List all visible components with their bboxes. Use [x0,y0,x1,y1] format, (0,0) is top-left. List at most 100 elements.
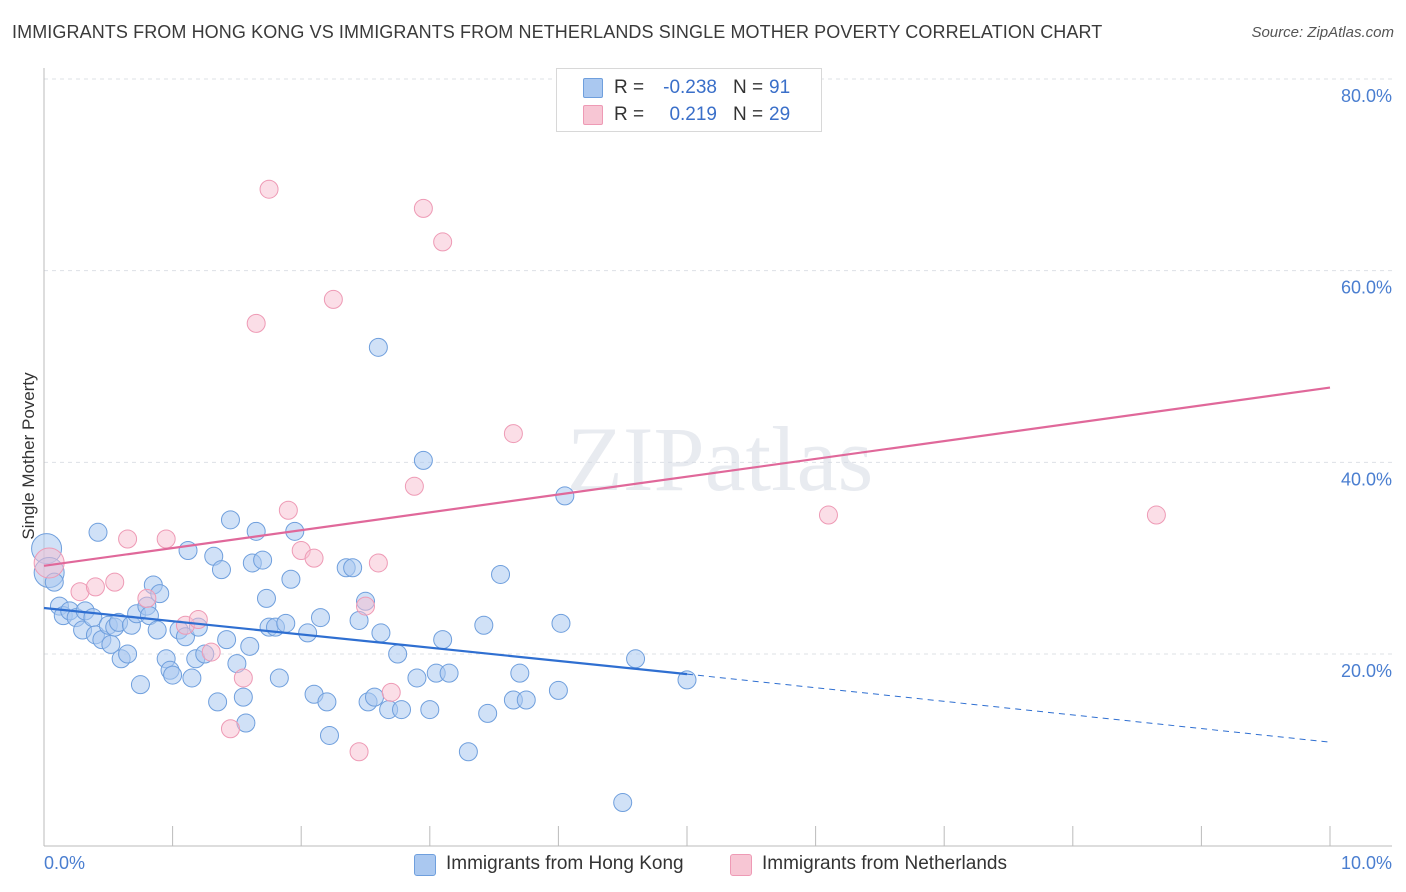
point-netherlands [368,553,388,573]
correlation-legend: R = -0.238 N = 91 R = 0.219 N = 29 [556,68,822,132]
point-hong-kong [269,668,289,688]
point-netherlands [818,505,838,525]
point-netherlands [278,500,298,520]
point-hong-kong [548,680,568,700]
point-hong-kong [368,337,388,357]
legend-label-hong-kong: Immigrants from Hong Kong [446,853,684,874]
point-hong-kong [491,564,511,584]
legend-r-value: -0.238 [663,77,717,98]
series-netherlands [33,179,1166,762]
legend-r-value: 0.219 [669,104,717,125]
point-hong-kong [551,613,571,633]
legend-n-label: N = [733,77,764,98]
point-hong-kong [217,630,237,650]
point-hong-kong [555,486,575,506]
point-hong-kong [474,615,494,635]
point-netherlands [404,476,424,496]
point-hong-kong [516,690,536,710]
legend-swatch-hong-kong [583,78,603,98]
point-hong-kong [510,663,530,683]
point-hong-kong [163,665,183,685]
point-hong-kong [413,450,433,470]
trend-line-netherlands [43,386,1331,567]
point-hong-kong [208,692,228,712]
y-tick-label: 40.0% [1341,469,1392,489]
point-netherlands [356,596,375,616]
point-hong-kong [392,700,412,720]
point-hong-kong [365,687,385,707]
trend-lines [43,386,1331,743]
point-netherlands [118,529,138,549]
watermark: ZIPatlas [567,408,874,510]
point-hong-kong [147,620,167,640]
point-hong-kong [281,569,301,589]
point-netherlands [137,588,157,608]
point-hong-kong [420,700,440,720]
point-hong-kong [253,550,273,570]
point-hong-kong [626,649,646,669]
y-tick-label: 20.0% [1341,661,1392,681]
point-netherlands [304,548,324,568]
trend-line-hong-kong [43,606,688,676]
y-tick-label: 80.0% [1341,86,1392,106]
x-tick-label-max: 10.0% [1341,853,1392,873]
legend-n-label: N = [733,104,764,125]
point-netherlands [220,719,240,739]
point-netherlands [381,682,401,702]
point-hong-kong [276,613,296,633]
point-netherlands [259,179,279,199]
point-hong-kong [118,644,138,664]
source-label: Source: ZipAtlas.com [1251,24,1394,41]
point-hong-kong [439,663,459,683]
point-netherlands [201,642,221,662]
legend-r-label: R = [614,77,645,98]
legend-n-value: 29 [769,104,791,125]
grid-lines [44,78,1392,655]
point-netherlands [105,572,125,592]
series-legend: Immigrants from Hong Kong Immigrants fro… [0,852,1406,878]
legend-swatch-hong-kong [414,854,436,876]
point-netherlands [323,289,343,309]
legend-n-value: 91 [769,77,791,98]
y-tick-label: 60.0% [1341,278,1392,298]
point-hong-kong [240,636,260,656]
legend-row-netherlands: R = 0.219 N = 29 [557,102,821,128]
point-netherlands [503,424,523,444]
point-netherlands [85,577,105,597]
point-hong-kong [478,703,498,723]
point-hong-kong [677,670,697,690]
point-hong-kong [298,623,318,643]
point-hong-kong [256,588,276,608]
y-tick-labels: 20.0% 40.0% 60.0% 80.0% [1341,86,1392,681]
point-hong-kong [130,675,150,695]
point-netherlands [1146,505,1166,525]
legend-swatch-netherlands [730,854,752,876]
y-axis-label: Single Mother Poverty [19,372,38,540]
point-hong-kong [220,510,240,530]
point-hong-kong [319,725,339,745]
point-netherlands [233,668,253,688]
x-ticks [172,826,1331,846]
point-hong-kong [458,742,478,762]
chart-title: IMMIGRANTS FROM HONG KONG VS IMMIGRANTS … [12,22,1103,42]
point-hong-kong [310,608,330,628]
point-hong-kong [343,558,363,578]
point-hong-kong [433,630,453,650]
point-hong-kong [407,668,427,688]
point-hong-kong [613,793,633,813]
legend-row-hong-kong: R = -0.238 N = 91 [557,75,821,101]
point-hong-kong [88,522,108,542]
point-hong-kong [371,623,391,643]
point-netherlands [433,232,453,252]
point-hong-kong [388,644,408,664]
point-hong-kong [211,560,231,580]
point-netherlands [188,610,208,629]
point-hong-kong [182,668,202,688]
point-hong-kong [317,692,337,712]
trend-line-hong-kong-extrapolated [686,673,1331,743]
point-netherlands [413,198,433,218]
point-netherlands [246,313,266,333]
point-netherlands [156,529,176,549]
legend-swatch-netherlands [583,105,603,125]
